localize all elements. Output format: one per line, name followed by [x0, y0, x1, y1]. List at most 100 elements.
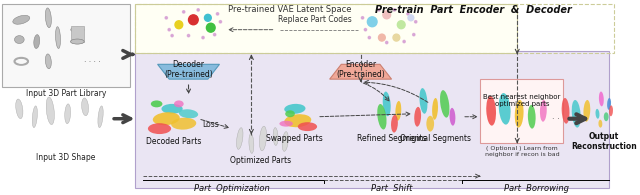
- Circle shape: [403, 40, 405, 43]
- Circle shape: [383, 11, 390, 19]
- Ellipse shape: [419, 88, 428, 114]
- Circle shape: [188, 35, 189, 37]
- FancyBboxPatch shape: [135, 51, 609, 188]
- Ellipse shape: [584, 100, 590, 122]
- Ellipse shape: [396, 101, 401, 121]
- Ellipse shape: [32, 106, 37, 128]
- Ellipse shape: [598, 120, 602, 128]
- Ellipse shape: [34, 35, 40, 49]
- Circle shape: [394, 9, 396, 11]
- Ellipse shape: [237, 128, 243, 149]
- Ellipse shape: [284, 114, 311, 127]
- Ellipse shape: [151, 100, 163, 107]
- Ellipse shape: [280, 121, 293, 127]
- Ellipse shape: [70, 39, 84, 44]
- Ellipse shape: [65, 104, 70, 124]
- Ellipse shape: [449, 108, 456, 126]
- Text: Loss: Loss: [202, 120, 219, 129]
- Ellipse shape: [440, 90, 449, 118]
- Circle shape: [362, 17, 364, 19]
- Ellipse shape: [595, 109, 600, 119]
- Ellipse shape: [148, 123, 171, 134]
- Circle shape: [204, 14, 211, 21]
- Text: Swapped Parts: Swapped Parts: [266, 134, 323, 143]
- Text: Part  Optimization: Part Optimization: [194, 184, 270, 193]
- Text: Pre-train  Part  Encoder  &  Decoder: Pre-train Part Encoder & Decoder: [375, 5, 572, 15]
- Ellipse shape: [82, 98, 88, 116]
- Ellipse shape: [414, 107, 421, 127]
- Ellipse shape: [282, 132, 288, 151]
- Ellipse shape: [572, 100, 580, 128]
- Polygon shape: [330, 64, 392, 79]
- Ellipse shape: [540, 100, 547, 122]
- Circle shape: [397, 21, 405, 29]
- Ellipse shape: [153, 112, 180, 125]
- Ellipse shape: [70, 27, 84, 32]
- Ellipse shape: [562, 98, 570, 124]
- Text: Best nearest neighbor
optimized parts: Best nearest neighbor optimized parts: [483, 94, 561, 107]
- Text: Input 3D Shape: Input 3D Shape: [36, 153, 95, 162]
- Ellipse shape: [259, 126, 266, 151]
- Ellipse shape: [515, 100, 524, 128]
- Ellipse shape: [70, 39, 84, 44]
- Ellipse shape: [391, 115, 398, 133]
- Circle shape: [189, 15, 198, 25]
- Text: Input 3D Part Library: Input 3D Part Library: [26, 89, 106, 98]
- Ellipse shape: [16, 99, 23, 119]
- Ellipse shape: [609, 105, 613, 116]
- Text: Original Segments: Original Segments: [399, 134, 470, 143]
- Text: Part  Shift: Part Shift: [371, 184, 412, 193]
- FancyBboxPatch shape: [481, 79, 563, 144]
- Ellipse shape: [298, 122, 317, 131]
- Ellipse shape: [161, 104, 183, 114]
- Circle shape: [168, 28, 170, 31]
- Circle shape: [182, 11, 185, 13]
- Ellipse shape: [13, 15, 29, 24]
- Ellipse shape: [273, 128, 278, 145]
- Ellipse shape: [426, 116, 434, 132]
- Circle shape: [378, 9, 380, 11]
- Ellipse shape: [499, 93, 511, 125]
- Text: Pre-trained VAE Latent Space: Pre-trained VAE Latent Space: [228, 5, 352, 14]
- Circle shape: [216, 13, 219, 15]
- Ellipse shape: [45, 54, 51, 69]
- Ellipse shape: [383, 92, 390, 116]
- Ellipse shape: [432, 98, 438, 120]
- Circle shape: [197, 9, 199, 11]
- Ellipse shape: [284, 104, 305, 114]
- Circle shape: [364, 28, 367, 31]
- Text: Refined Segments: Refined Segments: [356, 134, 426, 143]
- Circle shape: [214, 33, 216, 36]
- Circle shape: [202, 36, 204, 39]
- Ellipse shape: [15, 36, 24, 43]
- Text: Optimized Parts: Optimized Parts: [230, 156, 292, 165]
- Ellipse shape: [17, 59, 25, 63]
- Text: Output
Reconstruction: Output Reconstruction: [572, 132, 637, 151]
- Circle shape: [378, 34, 385, 41]
- Circle shape: [368, 36, 371, 39]
- Text: Decoder
(Pre-trained): Decoder (Pre-trained): [164, 60, 213, 79]
- Ellipse shape: [46, 97, 54, 125]
- Ellipse shape: [528, 105, 536, 129]
- Ellipse shape: [98, 106, 103, 128]
- Circle shape: [207, 23, 215, 32]
- Ellipse shape: [174, 100, 184, 107]
- Ellipse shape: [285, 110, 295, 117]
- Ellipse shape: [607, 98, 611, 110]
- Text: Encoder
(Pre-trained): Encoder (Pre-trained): [336, 60, 385, 79]
- Circle shape: [220, 21, 221, 23]
- Ellipse shape: [249, 134, 254, 153]
- Ellipse shape: [377, 104, 387, 129]
- Bar: [70, 26, 84, 42]
- Ellipse shape: [179, 109, 198, 118]
- Text: . . . .: . . . .: [84, 55, 100, 64]
- Circle shape: [385, 41, 388, 44]
- Ellipse shape: [604, 112, 609, 121]
- Polygon shape: [157, 64, 220, 79]
- Text: Replace Part Codes: Replace Part Codes: [278, 15, 352, 24]
- FancyBboxPatch shape: [135, 4, 517, 53]
- Ellipse shape: [56, 27, 61, 49]
- Circle shape: [415, 21, 417, 23]
- Circle shape: [171, 35, 173, 37]
- Ellipse shape: [599, 91, 604, 106]
